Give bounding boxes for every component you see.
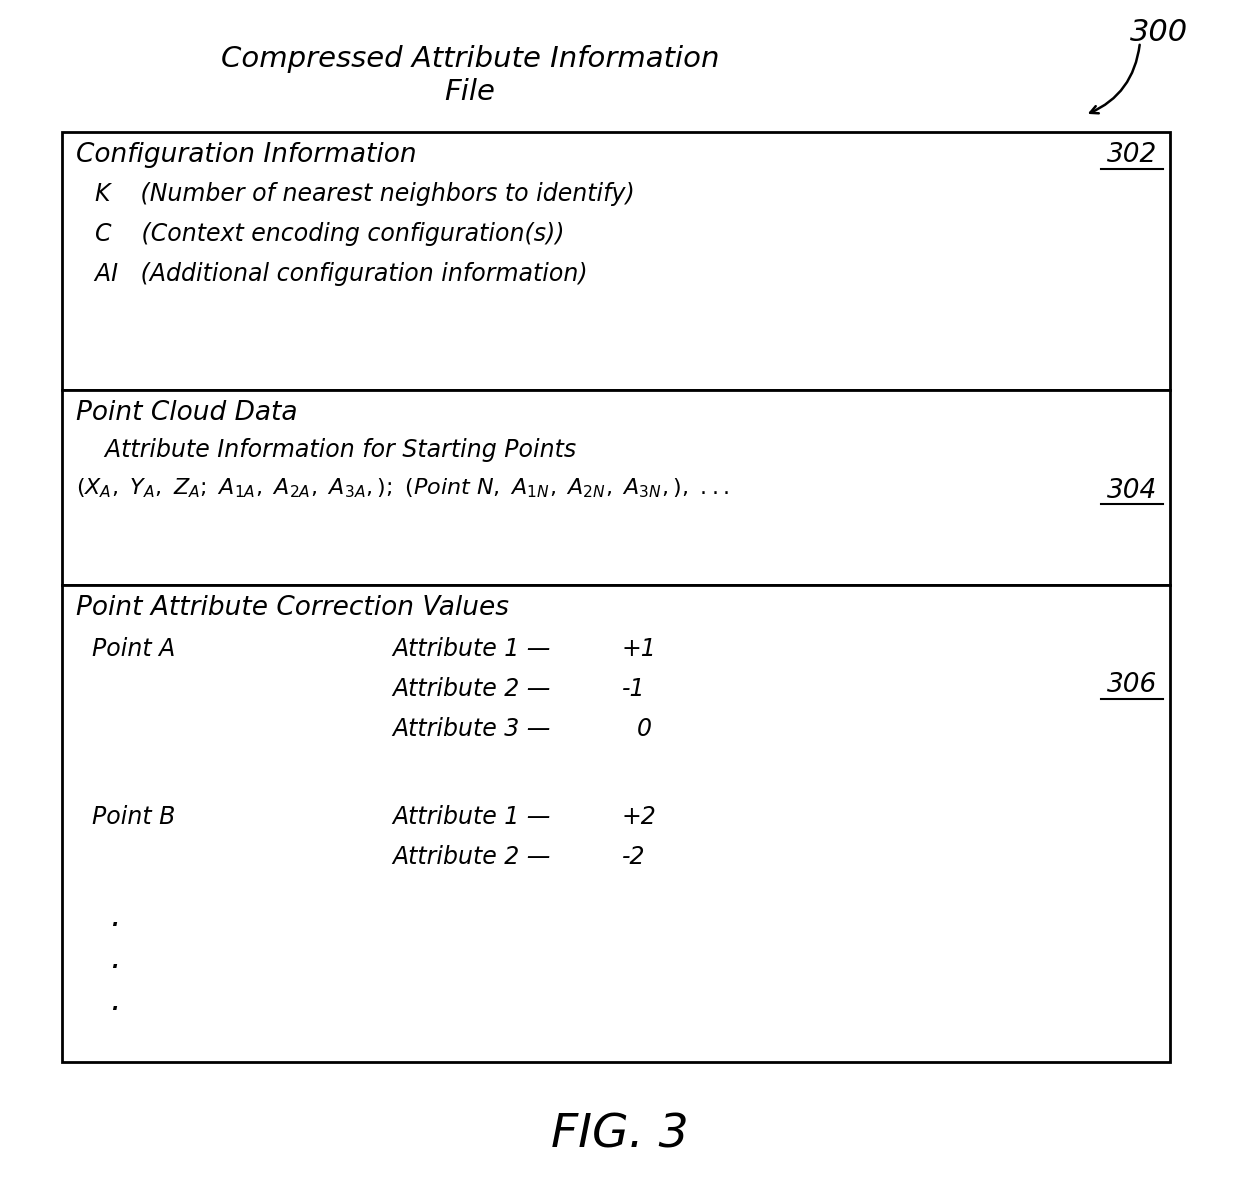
Text: Attribute 3 —: Attribute 3 —: [392, 718, 550, 741]
Text: Attribute 1 —: Attribute 1 —: [392, 804, 550, 829]
Text: 304: 304: [1106, 477, 1157, 503]
Text: Point Cloud Data: Point Cloud Data: [76, 400, 297, 426]
Text: .: .: [110, 984, 120, 1017]
Text: Point Attribute Correction Values: Point Attribute Correction Values: [76, 595, 509, 621]
Text: Point B: Point B: [92, 804, 176, 829]
Text: FIG. 3: FIG. 3: [551, 1111, 689, 1157]
Text: +2: +2: [622, 804, 657, 829]
Text: Attribute 2 —: Attribute 2 —: [392, 845, 550, 869]
Text: $(X_A,\ Y_A,\ Z_A;\ A_{1A},\ A_{2A},\ A_{3A},);$$\ (Point\ N,\ A_{1N},\ A_{2N},\: $(X_A,\ Y_A,\ Z_A;\ A_{1A},\ A_{2A},\ A_…: [76, 476, 730, 500]
Text: -1: -1: [622, 677, 646, 701]
FancyBboxPatch shape: [62, 390, 1170, 585]
Text: File: File: [445, 79, 496, 106]
Text: Attribute 2 —: Attribute 2 —: [392, 677, 550, 701]
Text: Configuration Information: Configuration Information: [76, 142, 416, 168]
FancyBboxPatch shape: [62, 585, 1170, 1061]
Text: .: .: [110, 900, 120, 933]
Text: Attribute Information for Starting Points: Attribute Information for Starting Point…: [90, 438, 576, 462]
Text: 0: 0: [622, 718, 652, 741]
FancyArrowPatch shape: [1090, 45, 1140, 113]
Text: AI   (Additional configuration information): AI (Additional configuration information…: [81, 262, 587, 286]
Text: Attribute 1 —: Attribute 1 —: [392, 637, 550, 660]
Text: -2: -2: [622, 845, 646, 869]
Text: .: .: [110, 942, 120, 975]
Text: Point A: Point A: [92, 637, 175, 660]
Text: +1: +1: [622, 637, 657, 660]
Text: 300: 300: [1130, 18, 1188, 46]
Text: 302: 302: [1106, 142, 1157, 168]
Text: K    (Number of nearest neighbors to identify): K (Number of nearest neighbors to identi…: [81, 182, 634, 206]
Text: Compressed Attribute Information: Compressed Attribute Information: [221, 45, 720, 73]
Text: 306: 306: [1106, 672, 1157, 699]
FancyBboxPatch shape: [62, 132, 1170, 390]
Text: C    (Context encoding configuration(s)): C (Context encoding configuration(s)): [81, 223, 565, 246]
